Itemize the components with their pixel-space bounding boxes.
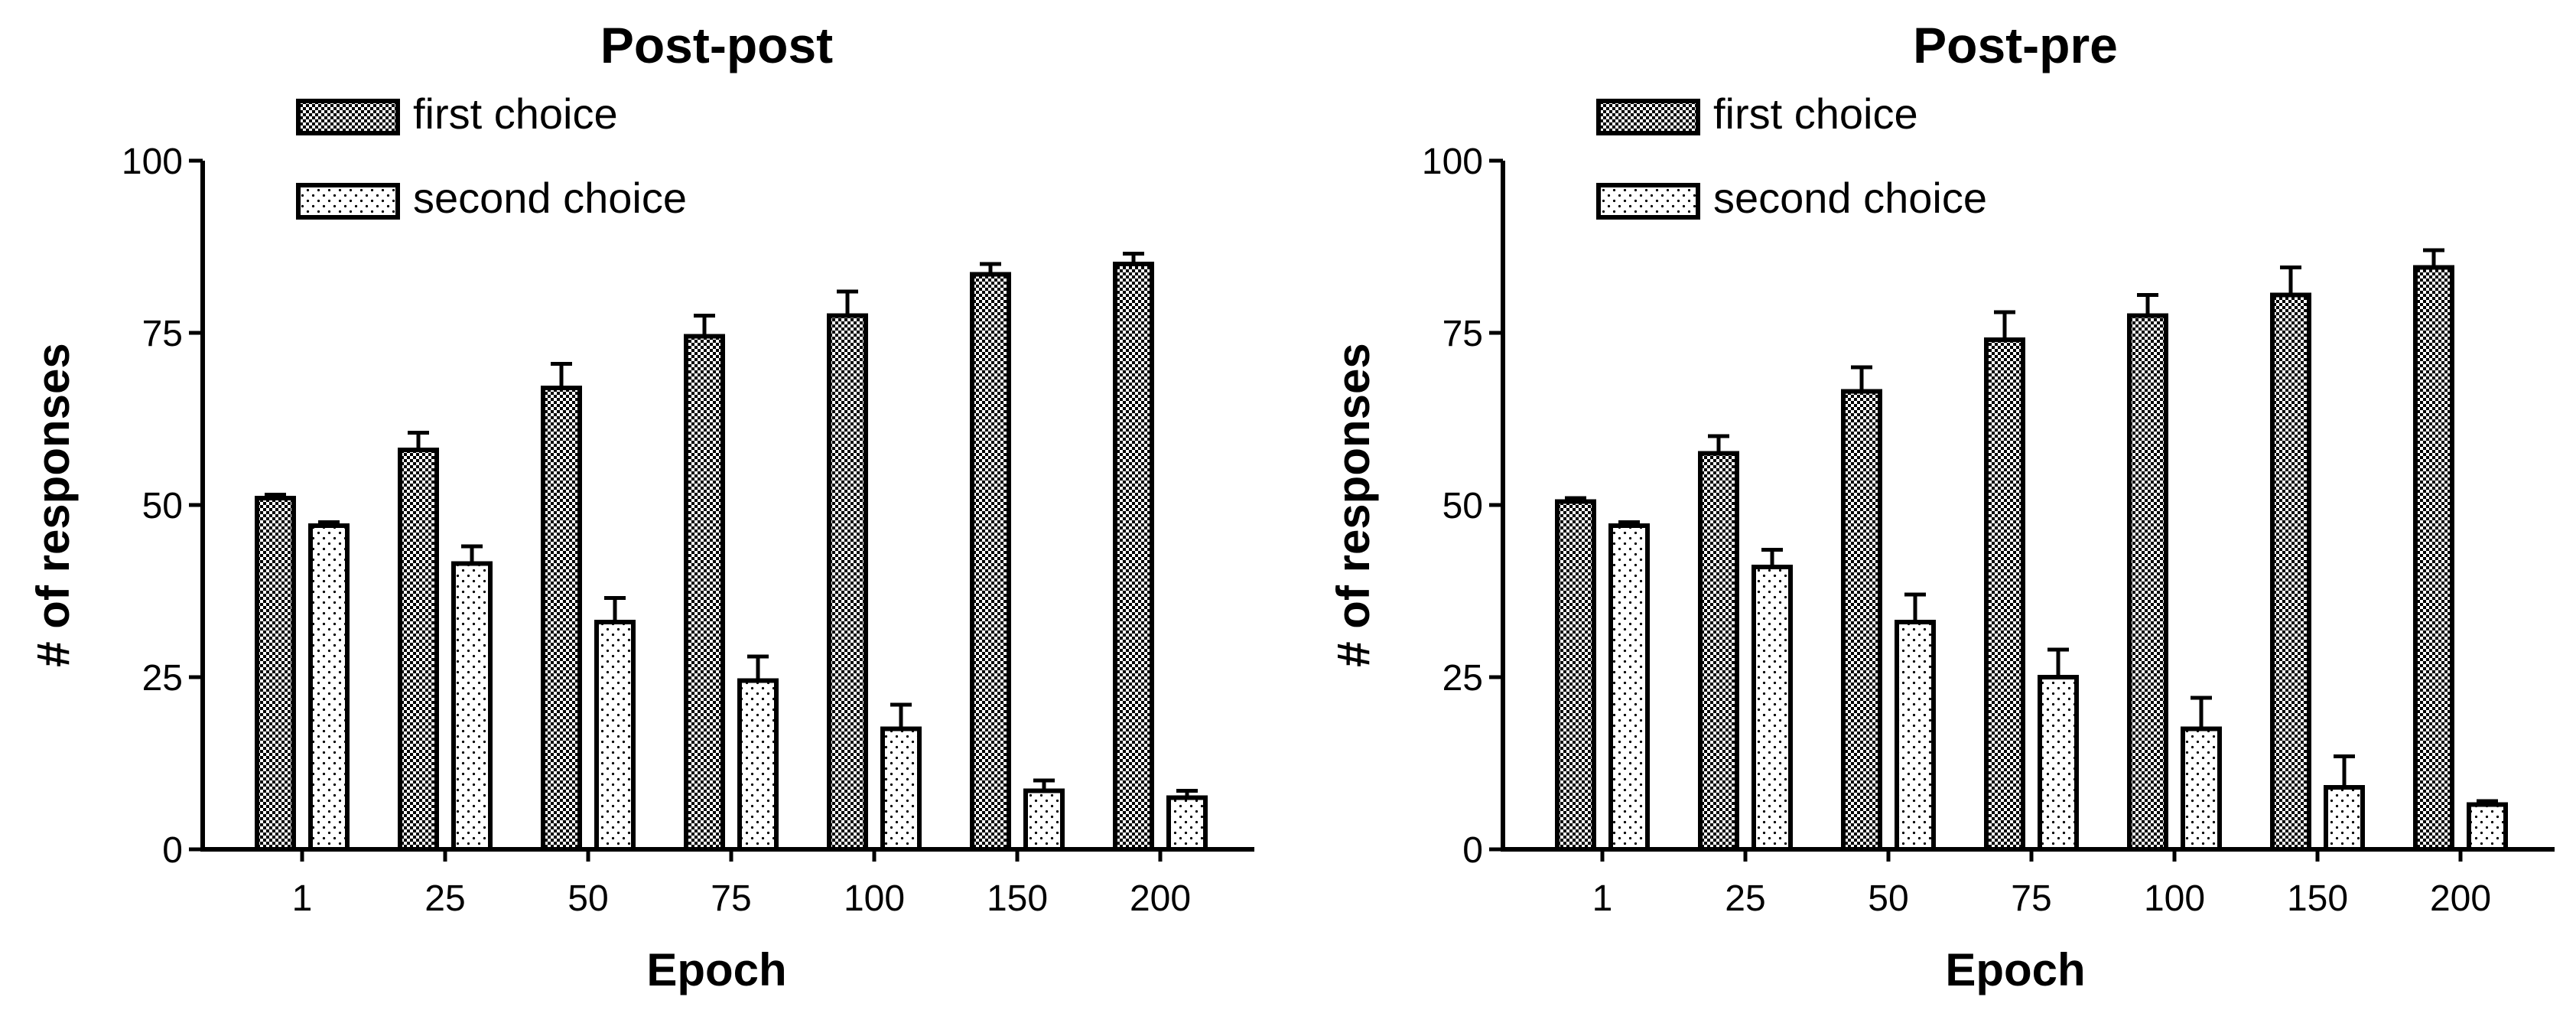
bar-first-choice xyxy=(970,272,1011,852)
bar-second-choice xyxy=(1023,788,1065,852)
x-tick-label: 150 xyxy=(2287,878,2348,919)
x-tick-label: 75 xyxy=(2011,878,2051,919)
bar-second-choice xyxy=(2181,726,2222,852)
y-tick-label: 75 xyxy=(1442,314,1483,354)
bar-second-choice xyxy=(2467,802,2508,852)
bar-second-choice xyxy=(451,561,493,852)
bar-second-choice xyxy=(308,523,350,852)
bar-first-choice xyxy=(255,496,296,852)
bar-first-choice xyxy=(2413,265,2454,852)
bar-first-choice xyxy=(1555,499,1596,852)
chart-title: Post-post xyxy=(600,17,833,73)
bar-first-choice xyxy=(398,448,439,852)
bar-first-choice xyxy=(1698,451,1739,852)
legend-label: first choice xyxy=(1713,90,1918,138)
legend-label: first choice xyxy=(413,90,618,138)
bar-second-choice xyxy=(1608,523,1650,852)
legend-label: second choice xyxy=(1713,174,1987,222)
y-tick-label: 100 xyxy=(122,142,183,182)
legend-swatch xyxy=(296,183,400,220)
x-tick-label: 50 xyxy=(1868,878,1908,919)
x-axis-label: Epoch xyxy=(646,944,786,995)
bar-first-choice xyxy=(827,313,868,852)
x-tick-label: 25 xyxy=(424,878,465,919)
x-tick-label: 75 xyxy=(711,878,751,919)
legend-swatch xyxy=(1596,99,1700,135)
bar-second-choice xyxy=(1895,620,1936,852)
bar-second-choice xyxy=(880,726,922,852)
bar-second-choice xyxy=(2324,785,2365,852)
y-tick-label: 75 xyxy=(142,314,183,354)
bar-second-choice xyxy=(2038,675,2079,852)
x-axis-label: Epoch xyxy=(1945,944,2085,995)
y-tick-label: 50 xyxy=(142,486,183,526)
bar-first-choice xyxy=(1984,337,2025,852)
chart-title: Post-pre xyxy=(1913,17,2118,73)
chart-2: Post-pre 0 25 50 75 100 # of responses Epoch 1 25… xyxy=(1328,17,2555,995)
x-tick-label: 100 xyxy=(2144,878,2205,919)
y-tick-label: 0 xyxy=(162,830,183,871)
x-tick-label: 1 xyxy=(1592,878,1613,919)
x-tick-label: 1 xyxy=(292,878,313,919)
legend-swatch xyxy=(1596,183,1700,220)
legend-swatch xyxy=(296,99,400,135)
bar-first-choice xyxy=(1113,262,1154,852)
x-tick-label: 25 xyxy=(1725,878,1765,919)
bar-second-choice xyxy=(737,678,779,852)
y-tick-label: 25 xyxy=(1442,658,1483,699)
x-tick-label: 50 xyxy=(568,878,608,919)
x-tick-label: 200 xyxy=(2430,878,2491,919)
bar-first-choice xyxy=(2270,292,2311,852)
bar-first-choice xyxy=(541,386,582,852)
x-tick-label: 100 xyxy=(844,878,905,919)
bar-first-choice xyxy=(2127,313,2168,852)
bar-second-choice xyxy=(594,620,636,852)
chart-1: Post-post 0 25 50 75 100 # of responses Epoch 1 2… xyxy=(28,17,1254,995)
x-tick-label: 200 xyxy=(1130,878,1191,919)
bar-second-choice xyxy=(1166,795,1208,852)
bar-second-choice xyxy=(1751,565,1793,852)
bar-first-choice xyxy=(1841,389,1882,852)
y-tick-label: 25 xyxy=(142,658,183,699)
legend-label: second choice xyxy=(413,174,687,222)
y-tick-label: 100 xyxy=(1422,142,1483,182)
y-tick-label: 50 xyxy=(1442,486,1483,526)
y-axis-label: # of responses xyxy=(28,343,79,667)
bar-first-choice xyxy=(684,334,725,852)
y-tick-label: 0 xyxy=(1462,830,1483,871)
y-axis-label: # of responses xyxy=(1328,343,1379,667)
x-tick-label: 150 xyxy=(987,878,1048,919)
